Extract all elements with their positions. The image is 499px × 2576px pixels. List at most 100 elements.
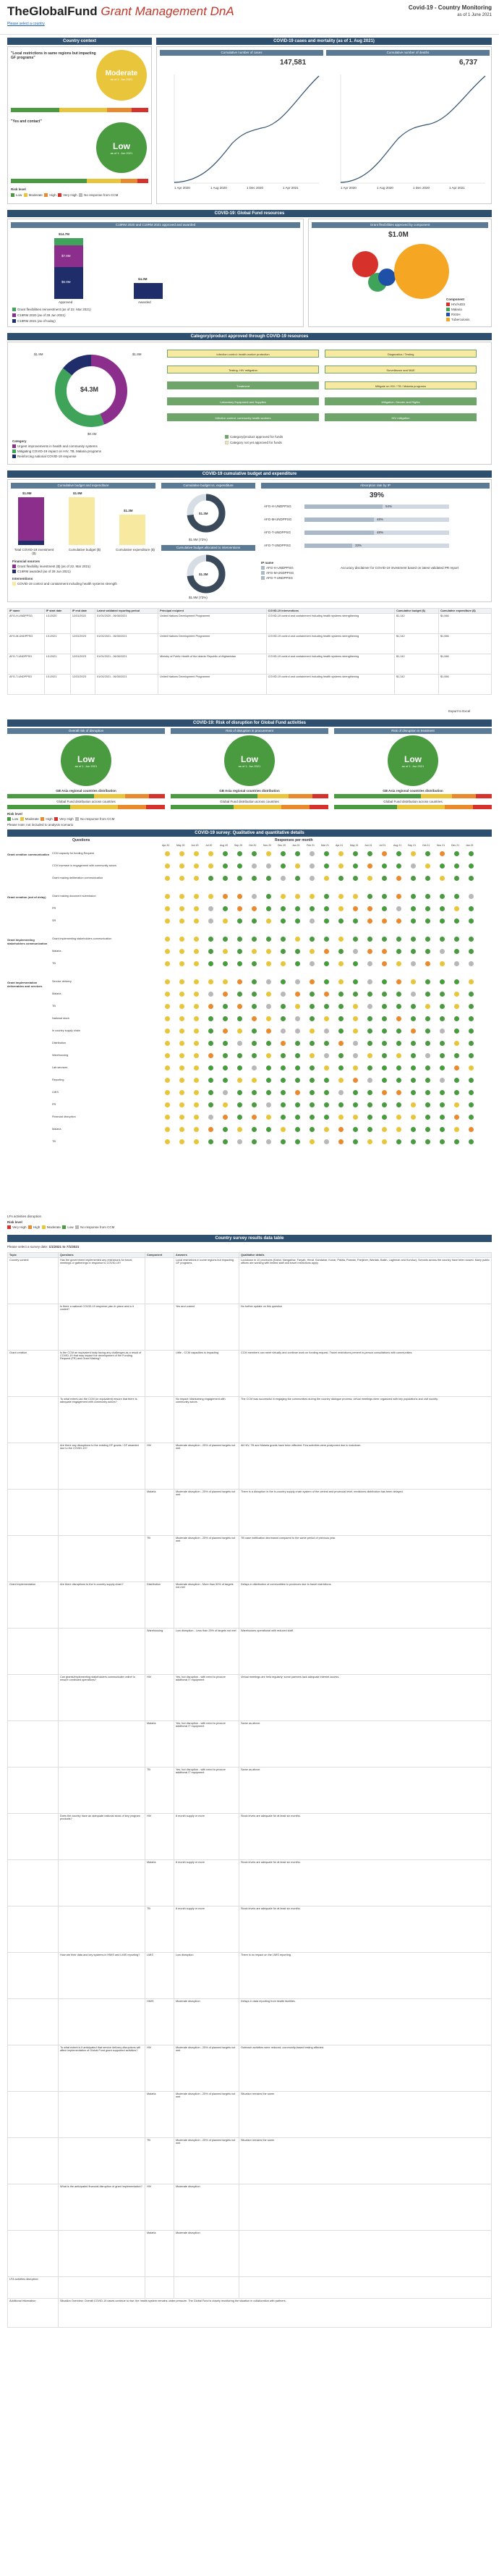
survey-dot <box>338 1139 344 1144</box>
survey-dot <box>165 1065 170 1070</box>
survey-dot <box>165 1078 170 1083</box>
survey-question-cell: What is the anticipated financial disrup… <box>58 2184 145 2231</box>
survey-dot <box>252 919 257 924</box>
select-country-link[interactable]: Please select a country <box>7 22 45 26</box>
survey-dot <box>310 1065 315 1070</box>
survey-dot <box>411 919 416 924</box>
table-row: How are their data and key systems in HM… <box>7 1952 492 1999</box>
survey-month-label: Aug 21 <box>393 844 402 847</box>
survey-dot <box>469 1078 474 1083</box>
survey-dot <box>194 1078 199 1083</box>
survey-dot <box>353 1053 358 1058</box>
survey-dot <box>266 1127 271 1132</box>
survey-question-cell: Is the CCM an equivalent body facing any… <box>58 1350 145 1397</box>
survey-dot <box>324 1115 329 1120</box>
survey-dot <box>425 1102 430 1107</box>
survey-detail-cell: Situation remains the same. <box>239 2091 492 2138</box>
survey-dot <box>208 1029 213 1034</box>
risk-note: Please note: not included to analysis sc… <box>7 823 74 827</box>
survey-legend-title: Risk level <box>7 1220 22 1224</box>
c19rm-title: C19RM 2020 and C19RM 2021 approved and a… <box>11 222 300 228</box>
survey-row-label: Grant making document submission <box>52 895 96 898</box>
survey-dot <box>252 979 257 984</box>
survey-dot <box>194 1029 199 1034</box>
risk-circle-label: Low <box>404 753 422 764</box>
survey-dot <box>194 961 199 966</box>
survey-dot <box>194 1065 199 1070</box>
survey-row-label: PR <box>52 907 56 910</box>
budget-bar2-label: Cumulative budget ($) <box>68 548 101 552</box>
brand-subtitle: Grant Management DnA <box>101 4 234 18</box>
survey-component-cell: TB <box>145 2137 174 2184</box>
survey-dot <box>295 961 300 966</box>
survey-dot <box>223 1139 228 1144</box>
survey-dot <box>353 937 358 942</box>
risk-circle: Low as of 1. Jun 2021 <box>224 735 275 786</box>
survey-dot <box>367 894 372 899</box>
category-tile: Diagnostics / Testing <box>325 350 477 358</box>
survey-dot <box>237 1102 242 1107</box>
survey-dot <box>469 949 474 954</box>
page-title: Covid-19 - Country Monitoring <box>408 4 492 11</box>
survey-dot <box>425 894 430 899</box>
survey-dot <box>208 979 213 984</box>
survey-dot <box>396 1090 401 1095</box>
survey-dot <box>223 863 228 869</box>
table-cell: Ministry of Public Health of the Islamic… <box>158 654 267 675</box>
survey-dot <box>324 1004 329 1009</box>
survey-dot <box>396 961 401 966</box>
survey-dot <box>310 979 315 984</box>
survey-dot <box>165 961 170 966</box>
survey-dot <box>252 1090 257 1095</box>
survey-dot <box>165 1053 170 1058</box>
survey-dot <box>440 1016 445 1021</box>
survey-dot <box>396 949 401 954</box>
survey-dot <box>425 1041 430 1046</box>
survey-dot <box>324 1127 329 1132</box>
survey-dot <box>310 1078 315 1083</box>
budget-table-header-cell: IP start date <box>43 608 71 614</box>
category-legend-3: Reinforcing national COVID-19 response <box>12 455 77 459</box>
survey-dot <box>440 894 445 899</box>
survey-topic-cell <box>7 1998 59 2045</box>
survey-dot <box>208 1102 213 1107</box>
survey-dot <box>367 919 372 924</box>
table-row: Country context Has the government implem… <box>7 1257 492 1304</box>
survey-question-cell: To what extent can the CCM (or equivalen… <box>58 1396 145 1443</box>
table-cell: 01/01/2021 - 06/30/2021 <box>95 654 159 675</box>
survey-dot <box>165 876 170 881</box>
component-legend-title: Component <box>446 297 464 301</box>
budget-bar1 <box>18 497 44 541</box>
export-excel-link[interactable]: Export to Excel <box>448 709 471 713</box>
survey-dot <box>281 876 286 881</box>
survey-dot <box>454 1004 459 1009</box>
survey-dot <box>367 1139 372 1144</box>
survey-dot <box>382 1090 387 1095</box>
table-cell: AFG-T-UNDPPSG <box>7 654 45 675</box>
survey-dot <box>396 906 401 911</box>
survey-dot <box>382 863 387 869</box>
survey-dot <box>454 979 459 984</box>
survey-date-select[interactable]: 1/1/2021 to 7/1/2021 <box>48 1245 80 1249</box>
survey-dot <box>454 1053 459 1058</box>
category-panel: $4.3M $1.9M $1.8M $0.4M Infection contro… <box>7 342 492 465</box>
survey-dot <box>454 1090 459 1095</box>
survey-dot <box>454 992 459 997</box>
section-covid-cases: COVID-19 cases and mortality (as of 1. A… <box>156 38 492 45</box>
survey-dot <box>338 1065 344 1070</box>
survey-dot <box>324 937 329 942</box>
table-row: To what extent can the CCM (or equivalen… <box>7 1396 492 1443</box>
survey-dot <box>382 1053 387 1058</box>
survey-dot <box>266 1139 271 1144</box>
survey-component-cell: HIV <box>145 1443 174 1490</box>
survey-dot <box>367 1004 372 1009</box>
survey-month-label: Jan 22 <box>466 844 474 847</box>
survey-component-cell <box>145 1396 174 1443</box>
survey-dot <box>382 851 387 856</box>
survey-detail-cell: TB case notification decreased compared … <box>239 1535 492 1582</box>
survey-dot <box>454 1029 459 1034</box>
survey-dot <box>324 1053 329 1058</box>
table-cell: 1/1/2021 <box>43 633 71 654</box>
survey-dot <box>179 1139 184 1144</box>
survey-dot <box>396 1041 401 1046</box>
